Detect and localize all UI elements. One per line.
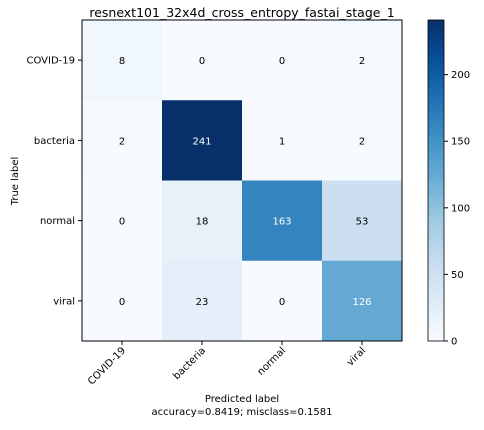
cell-value-label: 163: [272, 217, 291, 228]
matrix-cell: [322, 100, 403, 181]
x-tick-label: bacteria: [171, 345, 208, 382]
matrix-cell: [242, 100, 323, 181]
cell-value-label: 0: [119, 217, 125, 228]
colorbar: 0 50 100 150 200: [427, 19, 470, 348]
cell-value-label: 0: [199, 56, 205, 67]
cell-value-label: 0: [279, 297, 285, 308]
cell-value-label: 1: [279, 136, 285, 147]
cell-value-label: 18: [196, 217, 209, 228]
matrix-cell: [162, 20, 243, 101]
matrix-cells: 8 0 0 2 2 241 1 2 0 18 163 53 0 23 0 126: [82, 20, 403, 342]
matrix-cell: [322, 260, 403, 342]
cell-value-label: 126: [352, 297, 371, 308]
matrix-cell: [242, 260, 323, 342]
matrix-cell: [82, 100, 163, 181]
accuracy-label: accuracy=0.8419; misclass=0.1581: [152, 407, 333, 418]
y-tick-label: COVID-19: [26, 56, 75, 67]
cell-value-label: 53: [356, 217, 369, 228]
y-tick-label: normal: [40, 216, 75, 227]
y-axis-label: True label: [10, 157, 21, 207]
matrix-cell: [242, 180, 323, 262]
colorbar-tick-label: 200: [451, 70, 470, 81]
matrix-cell: [162, 180, 243, 262]
cell-value-label: 0: [279, 56, 285, 67]
chart-title: resnext101_32x4d_cross_entropy_fastai_st…: [89, 5, 394, 20]
matrix-cell: [322, 20, 403, 101]
cell-value-label: 2: [119, 136, 125, 147]
cell-value-label: 8: [119, 56, 125, 67]
matrix-frame: [81, 19, 403, 342]
matrix-cell: [82, 20, 163, 101]
x-tick-label: COVID-19: [86, 345, 128, 387]
colorbar-tick-label: 100: [451, 203, 470, 214]
y-tick-label: bacteria: [34, 136, 75, 147]
matrix-cell: [162, 260, 243, 342]
matrix-cell: [162, 100, 243, 181]
matrix-cell: [322, 180, 403, 262]
cell-value-label: 241: [192, 136, 211, 147]
x-tick-labels: COVID-19 bacteria normal viral: [86, 341, 368, 387]
matrix-cell: [82, 260, 163, 342]
colorbar-tick-label: 150: [451, 137, 470, 148]
y-tick-label: viral: [53, 296, 75, 307]
cell-value-label: 0: [119, 297, 125, 308]
cell-value-label: 2: [359, 136, 365, 147]
colorbar-tick-label: 50: [451, 270, 464, 281]
cell-value-label: 2: [359, 56, 365, 67]
cell-value-label: 23: [196, 297, 209, 308]
colorbar-tick-label: 0: [451, 337, 457, 348]
y-tick-labels: COVID-19 bacteria normal viral: [26, 56, 82, 307]
matrix-cell: [242, 20, 323, 101]
x-tick-label: viral: [345, 345, 368, 368]
x-axis-label: Predicted label: [205, 394, 279, 405]
colorbar-gradient: [427, 19, 445, 342]
matrix-cell: [82, 180, 163, 262]
x-tick-label: normal: [256, 345, 289, 378]
